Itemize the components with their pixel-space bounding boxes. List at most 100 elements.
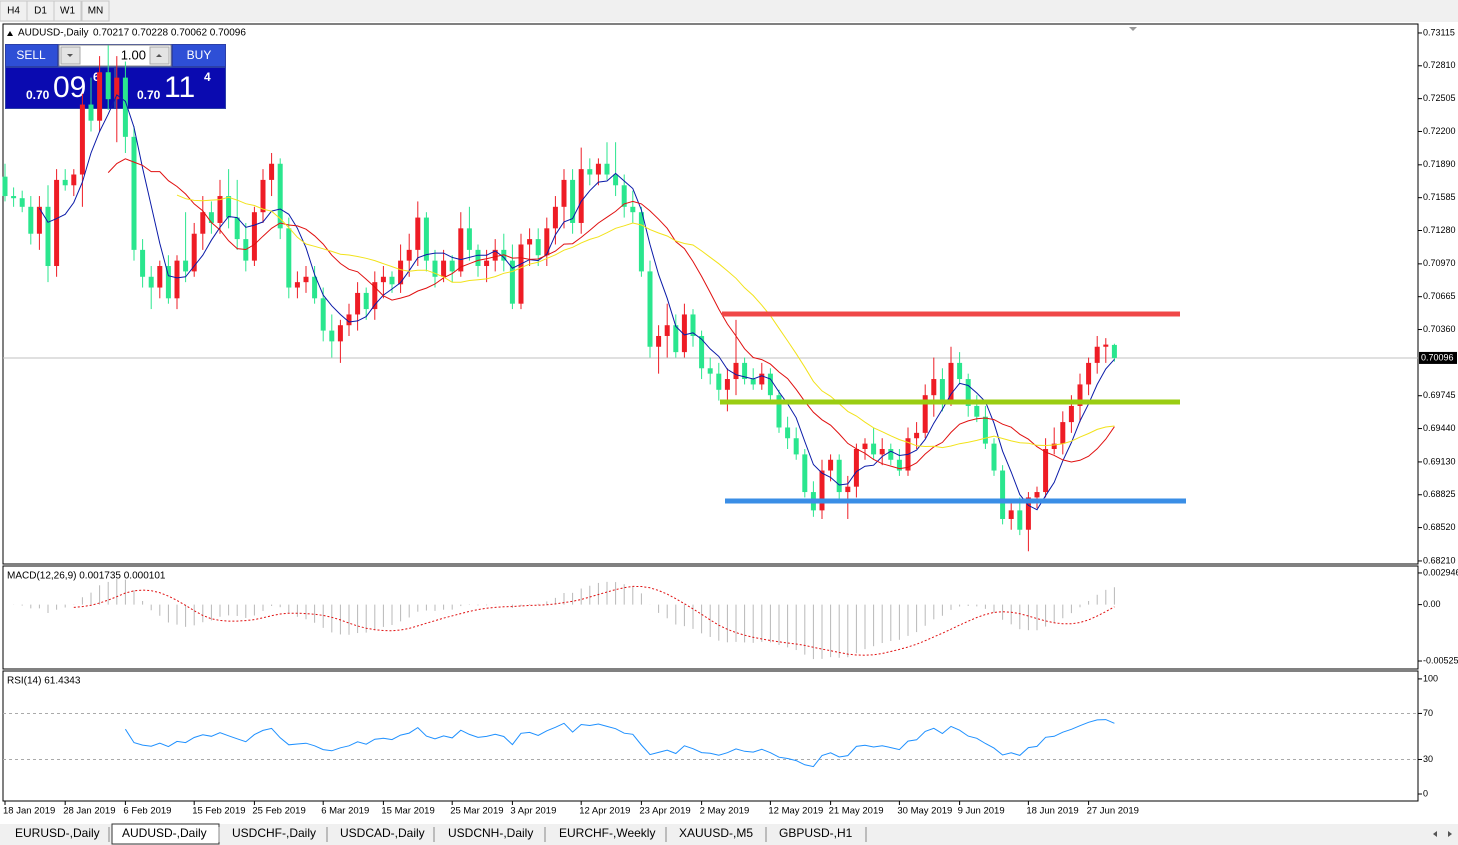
x-tick-label: 21 May 2019 (829, 806, 884, 817)
candle-body (114, 77, 120, 100)
ohlc-text: 0.70217 0.70228 0.70062 0.70096 (93, 28, 246, 39)
timeframe-button[interactable] (81, 0, 110, 22)
candle-body (965, 379, 971, 406)
price-tile[interactable] (6, 68, 114, 108)
candle-body (509, 260, 515, 304)
lot-value[interactable]: 1.00 (121, 47, 146, 62)
candle-body (277, 163, 283, 229)
y-tick-label: 0.69745 (1423, 390, 1456, 400)
candle-body (363, 292, 369, 310)
candle-body (871, 443, 877, 455)
y-tick-label: -0.00525 (1423, 655, 1458, 665)
x-tick-label: 3 Apr 2019 (510, 806, 556, 817)
candle-body (518, 244, 524, 304)
buy-button[interactable] (173, 45, 225, 66)
tab-label[interactable]: EURCHF-,Weekly (559, 826, 655, 840)
sell-button[interactable] (6, 45, 57, 66)
macd-signal (73, 585, 1115, 656)
rsi-panel (2, 670, 1419, 802)
candle-body (802, 454, 808, 493)
lot-box[interactable] (58, 44, 172, 67)
candle-body (11, 196, 17, 199)
candle-body (544, 228, 550, 256)
candle-body (208, 212, 214, 223)
x-tick-label: 18 Jan 2019 (3, 806, 55, 817)
x-tick-label: 25 Mar 2019 (450, 806, 503, 817)
candle-body (1000, 470, 1006, 519)
timeframe-label[interactable]: W1 (60, 6, 75, 17)
candle-body (432, 260, 438, 277)
tab-label[interactable]: USDCAD-,Daily (340, 826, 425, 840)
candle-body (716, 373, 722, 390)
candle-body (1094, 346, 1100, 363)
timeframe-label[interactable]: H4 (7, 6, 20, 17)
candle-body (337, 325, 343, 342)
timeframe-label[interactable]: MN (88, 6, 104, 17)
candle-body (62, 179, 68, 186)
price-pip: 6 (93, 70, 100, 84)
y-tick-label: 30 (1423, 754, 1433, 764)
candle-body (785, 427, 791, 439)
price-main: 11 (164, 71, 195, 104)
candle-body (733, 362, 739, 380)
candle-body (767, 373, 773, 396)
candle-body (595, 163, 601, 175)
candle-body (131, 136, 137, 250)
candle-body (174, 260, 180, 299)
candle-body (888, 449, 894, 460)
buy-label[interactable]: BUY (187, 48, 212, 62)
candle-body (415, 217, 421, 250)
x-tick-label: 12 May 2019 (768, 806, 823, 817)
candle-body (638, 212, 644, 272)
price-tile[interactable] (117, 68, 225, 108)
candle-body (449, 260, 455, 272)
candle-body (974, 405, 980, 417)
candle-body (122, 77, 128, 137)
tab-label[interactable]: EURUSD-,Daily (15, 826, 100, 840)
candle-body (191, 233, 197, 272)
price-box-label: 0.70096 (1421, 352, 1454, 362)
candle-body (303, 276, 309, 283)
tab-scroll-left[interactable] (1433, 831, 1437, 837)
candle-body (475, 249, 481, 267)
candle-body (982, 416, 988, 444)
y-tick-label: 0.72200 (1423, 126, 1456, 136)
candle-body (441, 260, 447, 277)
candle-body (28, 206, 34, 234)
x-tick-label: 6 Feb 2019 (123, 806, 171, 817)
price-pip: 4 (204, 70, 211, 84)
candle-body (647, 271, 653, 347)
y-tick-label: 0.70360 (1423, 324, 1456, 334)
candle-body (406, 249, 412, 261)
timeframe-label[interactable]: D1 (34, 6, 47, 17)
tab-scroll-right[interactable] (1448, 831, 1452, 837)
tab-label[interactable]: USDCNH-,Daily (448, 826, 533, 840)
candle-body (389, 276, 395, 285)
candle-body (312, 276, 318, 299)
candle-body (260, 179, 266, 213)
candle-body (991, 443, 997, 471)
x-tick-label: 15 Mar 2019 (381, 806, 434, 817)
timeframe-button[interactable] (53, 0, 82, 22)
shift-marker[interactable] (1129, 27, 1137, 31)
chart-window (0, 22, 1458, 824)
tab-label[interactable]: GBPUSD-,H1 (779, 826, 853, 840)
candle-body (105, 72, 111, 100)
tab-label[interactable]: USDCHF-,Daily (232, 826, 316, 840)
candle-body (97, 72, 103, 121)
tab-label[interactable]: AUDUSD-,Daily (122, 826, 207, 840)
candle-body (458, 228, 464, 272)
candle-body (484, 260, 490, 267)
candle-body (621, 185, 627, 207)
candle-body (183, 260, 189, 272)
collapse-icon[interactable] (7, 31, 13, 36)
candle-body (561, 179, 567, 207)
candle-body (226, 196, 232, 218)
candle-body (939, 379, 945, 401)
candle-body (948, 362, 954, 401)
candle-body (423, 217, 429, 261)
tab-label[interactable]: XAUUSD-,M5 (679, 826, 753, 840)
x-tick-label: 30 May 2019 (897, 806, 952, 817)
sell-label[interactable]: SELL (16, 48, 46, 62)
